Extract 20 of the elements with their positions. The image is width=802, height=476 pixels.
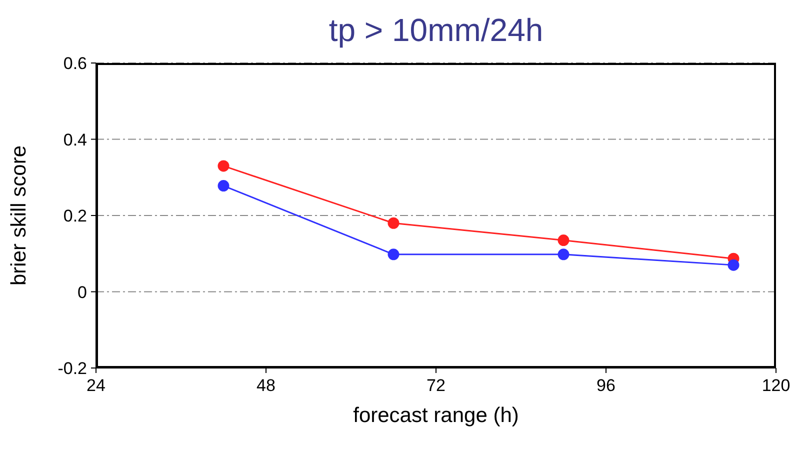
point bbox=[388, 217, 400, 229]
x-tick-label: 120 bbox=[762, 376, 790, 396]
chart-title: tp > 10mm/24h bbox=[328, 11, 544, 50]
y-tick-label: -0.2 bbox=[58, 359, 87, 378]
x-axis-title: forecast range (h) bbox=[353, 404, 519, 427]
x-tick-label: 96 bbox=[596, 376, 616, 396]
point bbox=[388, 248, 400, 260]
point bbox=[218, 180, 230, 192]
x-tick-label: 48 bbox=[256, 376, 276, 396]
point bbox=[558, 234, 570, 246]
point bbox=[728, 259, 740, 271]
x-tick-label: 72 bbox=[426, 376, 446, 396]
y-tick-label: 0 bbox=[78, 282, 87, 302]
point bbox=[558, 248, 570, 260]
y-axis-title: brier skill score bbox=[7, 145, 30, 286]
y-tick-label: 0.4 bbox=[63, 130, 87, 150]
y-tick-label: 0.2 bbox=[63, 206, 87, 226]
y-tick-label: 0.6 bbox=[63, 54, 87, 74]
x-tick-label: 24 bbox=[86, 376, 106, 396]
point bbox=[218, 160, 230, 172]
